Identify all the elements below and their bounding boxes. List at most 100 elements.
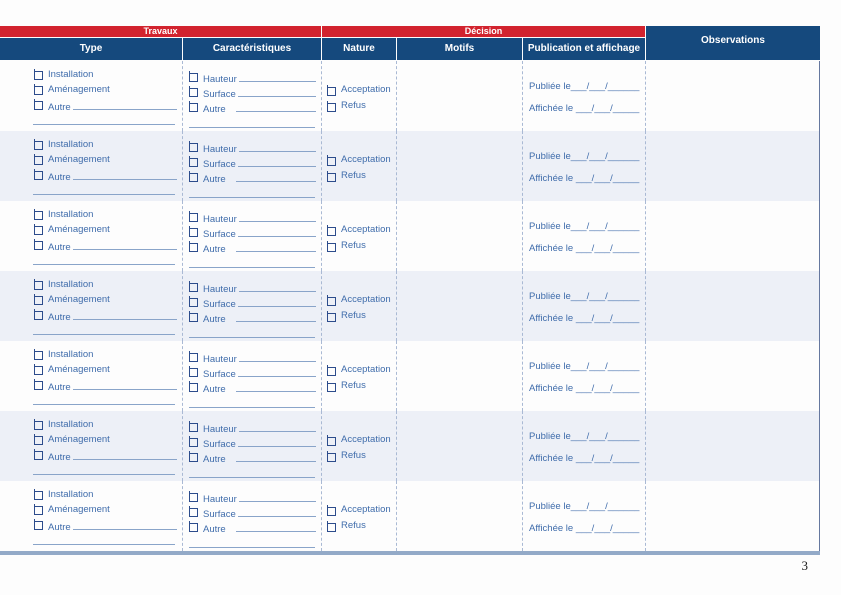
amenagement-checkbox[interactable] (34, 504, 43, 515)
hauteur-checkbox[interactable] (189, 491, 198, 502)
surface-writein-line[interactable] (237, 295, 316, 307)
carac-extra-writein-line[interactable] (189, 399, 315, 408)
acceptation-checkbox[interactable] (327, 434, 336, 446)
amenagement-checkbox[interactable] (34, 364, 43, 375)
autre-type-writein-line[interactable] (72, 238, 177, 250)
autre-carac-writein-line[interactable] (235, 100, 316, 112)
type-extra-writein-line[interactable] (33, 186, 175, 195)
motifs-cell[interactable] (397, 411, 523, 481)
autre-carac-writein-line[interactable] (235, 170, 316, 182)
amenagement-checkbox[interactable] (34, 84, 43, 95)
carac-extra-writein-line[interactable] (189, 189, 315, 198)
observations-cell[interactable] (646, 411, 820, 481)
installation-checkbox[interactable] (34, 209, 43, 220)
surface-checkbox[interactable] (189, 156, 198, 167)
publiee-date-field[interactable]: Publiée le___/___/______ (529, 151, 640, 162)
hauteur-checkbox[interactable] (189, 421, 198, 432)
refus-checkbox[interactable] (327, 310, 336, 322)
type-extra-writein-line[interactable] (33, 116, 175, 125)
type-extra-writein-line[interactable] (33, 256, 175, 265)
surface-writein-line[interactable] (237, 155, 316, 167)
affichee-date-field[interactable]: Affichée le ___/___/_____ (529, 243, 640, 254)
motifs-cell[interactable] (397, 271, 523, 341)
acceptation-checkbox[interactable] (327, 294, 336, 306)
autre-type-checkbox[interactable] (34, 379, 43, 390)
refus-checkbox[interactable] (327, 100, 336, 112)
autre-type-checkbox[interactable] (34, 239, 43, 250)
autre-type-checkbox[interactable] (34, 449, 43, 460)
refus-checkbox[interactable] (327, 450, 336, 462)
type-extra-writein-line[interactable] (33, 396, 175, 405)
refus-checkbox[interactable] (327, 170, 336, 182)
carac-extra-writein-line[interactable] (189, 259, 315, 268)
amenagement-checkbox[interactable] (34, 154, 43, 165)
autre-type-checkbox[interactable] (34, 309, 43, 320)
amenagement-checkbox[interactable] (34, 294, 43, 305)
publiee-date-field[interactable]: Publiée le___/___/______ (529, 221, 640, 232)
autre-carac-checkbox[interactable] (189, 311, 198, 322)
installation-checkbox[interactable] (34, 139, 43, 150)
observations-cell[interactable] (646, 131, 820, 201)
publiee-date-field[interactable]: Publiée le___/___/______ (529, 501, 640, 512)
publiee-date-field[interactable]: Publiée le___/___/______ (529, 291, 640, 302)
autre-carac-writein-line[interactable] (235, 450, 316, 462)
affichee-date-field[interactable]: Affichée le ___/___/_____ (529, 103, 640, 114)
publiee-date-field[interactable]: Publiée le___/___/______ (529, 361, 640, 372)
observations-cell[interactable] (646, 61, 820, 131)
acceptation-checkbox[interactable] (327, 84, 336, 96)
autre-carac-checkbox[interactable] (189, 451, 198, 462)
autre-carac-checkbox[interactable] (189, 521, 198, 532)
surface-checkbox[interactable] (189, 296, 198, 307)
observations-cell[interactable] (646, 341, 820, 411)
autre-carac-writein-line[interactable] (235, 380, 316, 392)
surface-writein-line[interactable] (237, 85, 316, 97)
carac-extra-writein-line[interactable] (189, 469, 315, 478)
observations-cell[interactable] (646, 271, 820, 341)
motifs-cell[interactable] (397, 201, 523, 271)
autre-type-checkbox[interactable] (34, 519, 43, 530)
hauteur-writein-line[interactable] (238, 70, 316, 82)
autre-carac-writein-line[interactable] (235, 520, 316, 532)
autre-type-writein-line[interactable] (72, 448, 177, 460)
autre-type-writein-line[interactable] (72, 308, 177, 320)
motifs-cell[interactable] (397, 61, 523, 131)
observations-cell[interactable] (646, 201, 820, 271)
amenagement-checkbox[interactable] (34, 434, 43, 445)
autre-type-writein-line[interactable] (72, 378, 177, 390)
refus-checkbox[interactable] (327, 240, 336, 252)
carac-extra-writein-line[interactable] (189, 119, 315, 128)
surface-checkbox[interactable] (189, 366, 198, 377)
refus-checkbox[interactable] (327, 520, 336, 532)
autre-carac-writein-line[interactable] (235, 310, 316, 322)
publiee-date-field[interactable]: Publiée le___/___/______ (529, 431, 640, 442)
surface-writein-line[interactable] (237, 225, 316, 237)
motifs-cell[interactable] (397, 341, 523, 411)
hauteur-checkbox[interactable] (189, 141, 198, 152)
carac-extra-writein-line[interactable] (189, 539, 315, 548)
surface-checkbox[interactable] (189, 506, 198, 517)
hauteur-writein-line[interactable] (238, 420, 316, 432)
refus-checkbox[interactable] (327, 380, 336, 392)
installation-checkbox[interactable] (34, 279, 43, 290)
affichee-date-field[interactable]: Affichée le ___/___/_____ (529, 453, 640, 464)
surface-checkbox[interactable] (189, 86, 198, 97)
acceptation-checkbox[interactable] (327, 224, 336, 236)
hauteur-writein-line[interactable] (238, 210, 316, 222)
installation-checkbox[interactable] (34, 489, 43, 500)
surface-checkbox[interactable] (189, 436, 198, 447)
autre-type-writein-line[interactable] (72, 98, 177, 110)
acceptation-checkbox[interactable] (327, 154, 336, 166)
hauteur-checkbox[interactable] (189, 351, 198, 362)
autre-type-writein-line[interactable] (72, 168, 177, 180)
motifs-cell[interactable] (397, 481, 523, 551)
carac-extra-writein-line[interactable] (189, 329, 315, 338)
autre-carac-checkbox[interactable] (189, 381, 198, 392)
autre-carac-checkbox[interactable] (189, 171, 198, 182)
publiee-date-field[interactable]: Publiée le___/___/______ (529, 81, 640, 92)
acceptation-checkbox[interactable] (327, 364, 336, 376)
affichee-date-field[interactable]: Affichée le ___/___/_____ (529, 383, 640, 394)
hauteur-checkbox[interactable] (189, 281, 198, 292)
hauteur-writein-line[interactable] (238, 350, 316, 362)
surface-writein-line[interactable] (237, 365, 316, 377)
type-extra-writein-line[interactable] (33, 326, 175, 335)
